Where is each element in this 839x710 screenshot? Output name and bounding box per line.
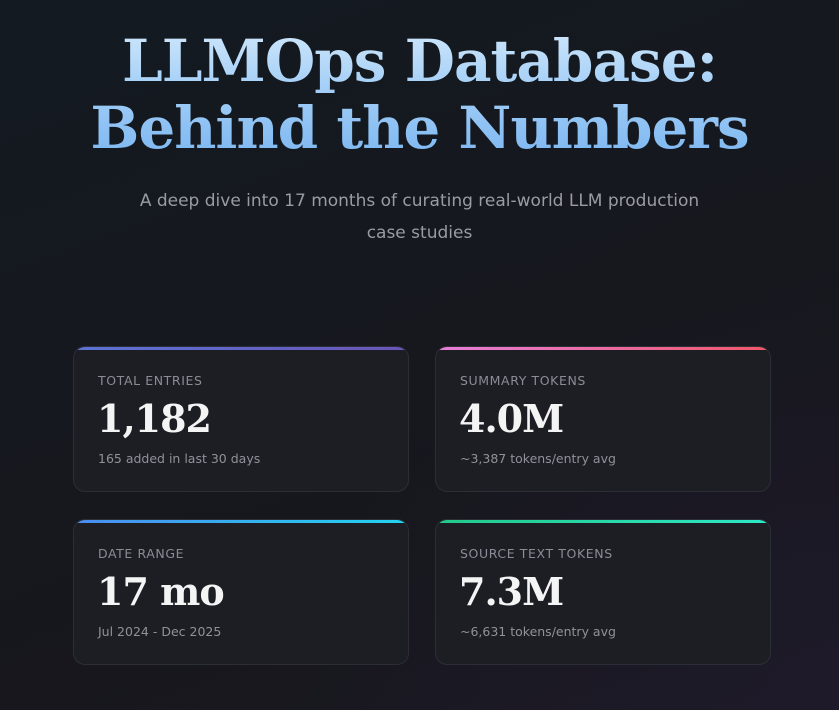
stat-card-value: 4.0M [459, 396, 564, 441]
stat-card-note: ~6,631 tokens/entry avg [460, 624, 616, 639]
stat-card-accent-bar [436, 520, 770, 523]
stat-card-label: SOURCE TEXT TOKENS [460, 546, 613, 561]
stat-card-label: SUMMARY TOKENS [460, 373, 586, 388]
stat-card-accent-bar [74, 520, 408, 523]
stat-card-total-entries: TOTAL ENTRIES 1,182 165 added in last 30… [73, 346, 409, 492]
stat-card-accent-bar [436, 347, 770, 350]
stat-card-accent-bar [74, 347, 408, 350]
stat-card-note: 165 added in last 30 days [98, 451, 261, 466]
stat-card-value: 1,182 [97, 396, 212, 441]
stat-card-note: Jul 2024 - Dec 2025 [98, 624, 222, 639]
stat-card-note: ~3,387 tokens/entry avg [460, 451, 616, 466]
page-title: LLMOps Database: Behind the Numbers [0, 28, 839, 162]
stat-card-label: DATE RANGE [98, 546, 185, 561]
stat-card-date-range: DATE RANGE 17 mo Jul 2024 - Dec 2025 [73, 519, 409, 665]
stat-card-value: 17 mo [97, 569, 225, 614]
page-subtitle: A deep dive into 17 months of curating r… [139, 191, 700, 243]
stat-card-label: TOTAL ENTRIES [98, 373, 203, 388]
stat-card-value: 7.3M [459, 569, 564, 614]
page-title-line-1: LLMOps Database: [121, 27, 718, 95]
page-title-line-2: Behind the Numbers [90, 94, 749, 162]
stat-card-source-text-tokens: SOURCE TEXT TOKENS 7.3M ~6,631 tokens/en… [435, 519, 771, 665]
stat-card-summary-tokens: SUMMARY TOKENS 4.0M ~3,387 tokens/entry … [435, 346, 771, 492]
hero-section: LLMOps Database: Behind the Numbers A de… [0, 28, 839, 249]
